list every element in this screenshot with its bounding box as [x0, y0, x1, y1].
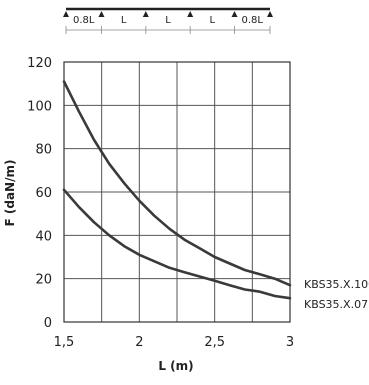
x-tick-label: 2 — [135, 335, 143, 350]
support-marker — [231, 11, 238, 17]
y-tick-label: 0 — [44, 316, 52, 331]
support-marker — [267, 11, 273, 17]
y-tick-label: 100 — [27, 99, 52, 114]
y-tick-label: 120 — [27, 56, 52, 71]
support-marker — [187, 11, 194, 17]
x-tick-label: 3 — [286, 335, 294, 350]
y-tick-label: 40 — [35, 229, 52, 244]
span-label: 0.8L — [242, 15, 264, 26]
grid — [64, 62, 290, 322]
y-tick-label: 60 — [35, 186, 52, 201]
span-label: L — [121, 15, 127, 26]
series-labels: KBS35.X.100 KBS35.X.075 — [304, 278, 369, 311]
series-lines — [62, 80, 292, 300]
span-diagram: 0.8L L L L 0.8L — [63, 7, 273, 34]
support-marker — [98, 11, 105, 17]
span-label: 0.8L — [73, 15, 95, 26]
span-label: L — [210, 15, 216, 26]
span-label: L — [165, 15, 171, 26]
x-tick-label: 2,5 — [204, 335, 225, 350]
x-axis-title: L (m) — [158, 359, 193, 373]
plot-frame — [63, 61, 291, 323]
series-label: KBS35.X.100 — [304, 278, 369, 291]
support-marker — [63, 11, 69, 17]
series-line-kbs35-x-075 — [62, 188, 292, 300]
y-tick-label: 20 — [35, 273, 52, 288]
y-tick-labels: 0 20 40 60 80 100 120 — [27, 56, 52, 331]
x-tick-label: 1,5 — [54, 335, 75, 350]
x-tick-labels: 1,5 2 2,5 3 — [54, 335, 294, 350]
support-marker — [142, 11, 149, 17]
y-tick-label: 80 — [35, 143, 52, 158]
y-axis-title: F (daN/m) — [3, 160, 17, 227]
series-label: KBS35.X.075 — [304, 298, 369, 311]
series-line-kbs35-x-100 — [62, 80, 292, 287]
